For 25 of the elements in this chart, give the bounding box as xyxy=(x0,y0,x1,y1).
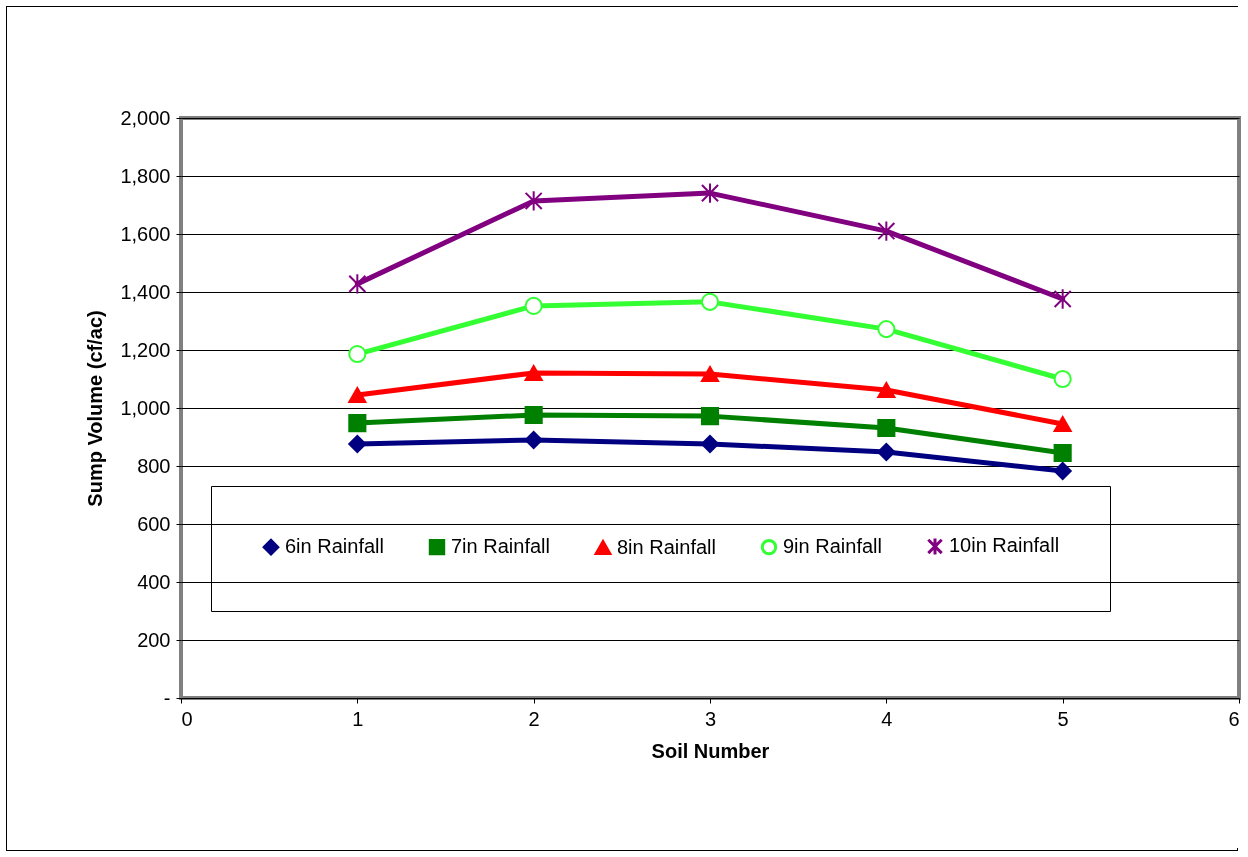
y-tick-label: 1,000 xyxy=(120,396,171,419)
x-tick-label: 5 xyxy=(1057,707,1069,730)
legend-label: 6in Rainfall xyxy=(285,535,384,558)
y-tick-label: 1,400 xyxy=(120,280,171,303)
y-tick-label: 600 xyxy=(137,512,171,535)
y-axis-title: Sump Volume (cf/ac) xyxy=(84,310,107,507)
y-tick-label: 2,000 xyxy=(120,106,171,129)
legend-label: 7in Rainfall xyxy=(451,535,550,558)
x-tick-label: 0 xyxy=(181,707,193,730)
y-tick-label: 1,600 xyxy=(120,222,171,245)
x-tick-label: 1 xyxy=(352,707,364,730)
x-tick-label: 2 xyxy=(528,707,540,730)
legend-label: 9in Rainfall xyxy=(783,535,882,558)
y-tick-label: 200 xyxy=(137,628,171,651)
legend-label: 8in Rainfall xyxy=(617,535,716,558)
x-axis-title: Soil Number xyxy=(651,739,770,762)
x-tick-label: 4 xyxy=(881,707,893,730)
y-tick-label: - xyxy=(163,686,171,709)
y-tick-label: 800 xyxy=(137,454,171,477)
y-tick-label: 1,200 xyxy=(120,338,171,361)
x-tick-label: 3 xyxy=(704,707,717,730)
y-tick-label: 400 xyxy=(137,570,171,593)
y-tick-label: 1,800 xyxy=(120,164,171,187)
x-tick-label: 6 xyxy=(1228,707,1240,730)
legend-label: 10in Rainfall xyxy=(949,534,1060,557)
